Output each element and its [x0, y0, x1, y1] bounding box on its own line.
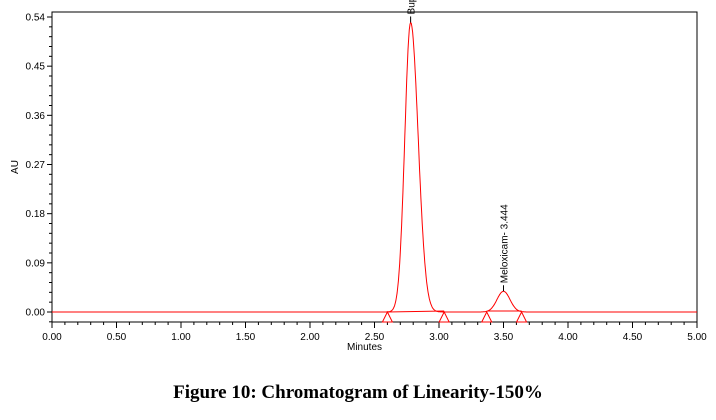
chromatogram-chart: 0.00 0.50 1.00 1.50 2.00 2.50 3.00 3.50 4.00 4.50… [10, 0, 707, 353]
baseline-marker-icon [515, 310, 528, 323]
y-axis-label: AU [10, 160, 21, 174]
figure-caption: Figure 10: Chromatogram of Linearity-150… [173, 382, 543, 403]
baseline-marker-icon [438, 310, 450, 323]
x-tick-label: 0.50 [107, 332, 127, 343]
x-tick-label: 1.50 [236, 332, 256, 343]
x-tick-label: 4.00 [558, 332, 578, 343]
x-tick-label: 1.00 [171, 332, 191, 343]
x-tick-label: 0.00 [42, 332, 62, 343]
x-tick-label: 3.50 [494, 332, 514, 343]
x-tick-label: 4.50 [623, 332, 643, 343]
baseline-marker-icon [381, 310, 394, 323]
peak-label: Meloxicam- 3.444 [500, 204, 511, 283]
baseline-marker-icon [480, 310, 493, 323]
chromatogram-trace [52, 21, 697, 313]
peak-label: Bupivacaine- 2.749 [407, 0, 418, 14]
y-tick-label: 0.18 [26, 209, 46, 220]
y-tick-label: 0.54 [26, 13, 46, 24]
y-tick-label: 0.00 [26, 308, 46, 319]
x-tick-label: 3.00 [429, 332, 449, 343]
y-tick-label: 0.27 [26, 160, 46, 171]
y-tick-label: 0.45 [26, 62, 46, 73]
x-axis-label: Minutes [347, 342, 382, 353]
x-tick-label: 2.50 [365, 332, 385, 343]
baseline-segment [387, 310, 445, 313]
plot-frame [51, 11, 698, 323]
x-tick-label: 2.00 [300, 332, 320, 343]
y-tick-label: 0.09 [26, 258, 46, 269]
x-tick-label: 5.00 [687, 332, 707, 343]
y-tick-label: 0.36 [26, 111, 46, 122]
